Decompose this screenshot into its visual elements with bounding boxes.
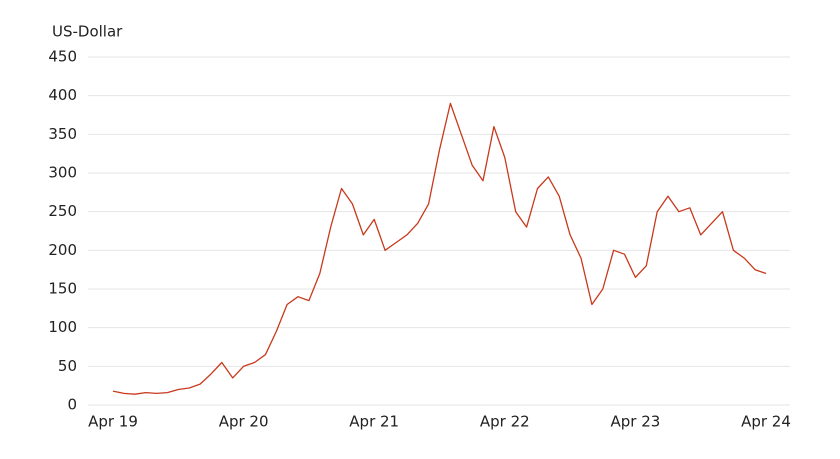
y-tick-label: 150 — [48, 280, 77, 298]
y-tick-label: 450 — [48, 48, 77, 66]
y-tick-label: 200 — [48, 241, 77, 259]
x-tick-label: Apr 24 — [741, 413, 791, 431]
y-tick-label: 50 — [58, 357, 77, 375]
y-tick-label: 250 — [48, 202, 77, 220]
y-axis-label: US-Dollar — [52, 23, 123, 41]
y-tick-label: 100 — [48, 318, 77, 336]
y-tick-label: 300 — [48, 164, 77, 182]
x-tick-label: Apr 21 — [349, 413, 399, 431]
y-tick-label: 400 — [48, 86, 77, 104]
x-tick-label: Apr 23 — [610, 413, 660, 431]
line — [112, 102, 767, 395]
x-tick-label: Apr 19 — [88, 413, 138, 431]
y-tick-label: 350 — [48, 125, 77, 143]
x-tick-label: Apr 20 — [219, 413, 269, 431]
y-tick-label: 0 — [67, 396, 77, 414]
x-tick-label: Apr 22 — [480, 413, 530, 431]
